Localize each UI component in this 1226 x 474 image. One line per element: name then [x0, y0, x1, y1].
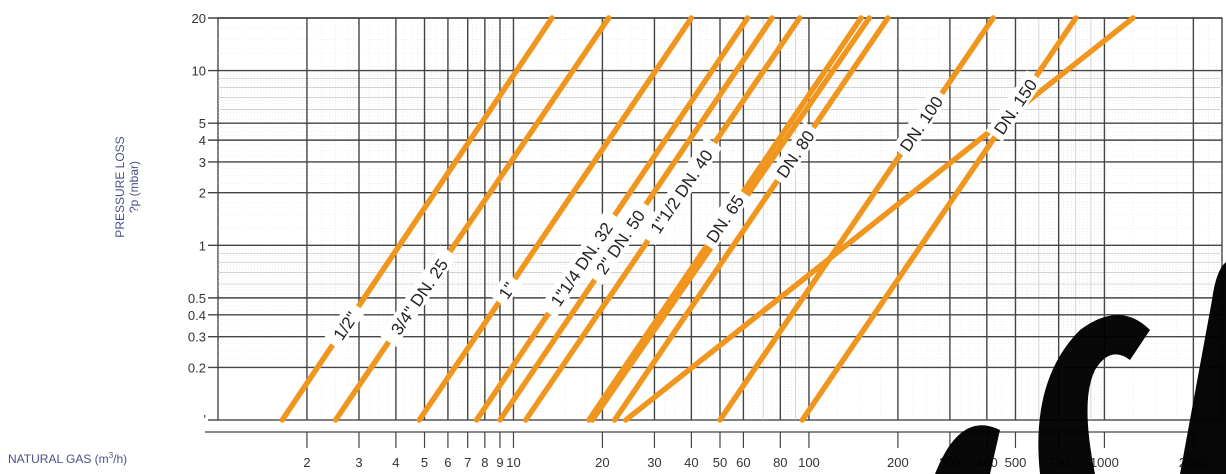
line-label-bg — [539, 209, 623, 319]
x-tick-label: 200 — [887, 455, 909, 470]
y-tick-label: 0.5 — [188, 291, 206, 306]
x-tick-label: 6 — [444, 455, 451, 470]
line-label-text: DN. 100 — [896, 93, 947, 155]
y-tick-label: 0.2 — [188, 360, 206, 375]
y-tick-label: 4 — [199, 133, 206, 148]
flow-line — [416, 15, 695, 423]
line-label-bg — [891, 87, 950, 159]
x-tick-label: 40 — [684, 455, 698, 470]
y-tick-label: 0.4 — [188, 308, 206, 323]
line-label-bg — [323, 300, 366, 350]
flow-line — [279, 15, 555, 423]
x-tick-label: 10 — [506, 455, 520, 470]
line-label-bg — [985, 70, 1044, 142]
y-tick-label: 10 — [192, 64, 206, 79]
x-tick-label: 20 — [595, 455, 609, 470]
y-tick-label: 5 — [199, 116, 206, 131]
y-tick-label: 2 — [199, 186, 206, 201]
line-label-bg — [639, 136, 723, 246]
y-bottom-tick-label: ' — [204, 412, 206, 427]
x-tick-label: 50 — [713, 455, 727, 470]
x-tick-label: 2 — [303, 455, 310, 470]
x-tick-label: 500 — [1005, 455, 1027, 470]
x-axis-title: NATURAL GAS (m3/h) — [8, 451, 127, 466]
flow-line — [332, 15, 612, 423]
y-tick-label: 1 — [199, 238, 206, 253]
x-tick-label: 60 — [736, 455, 750, 470]
line-label: 1" — [489, 272, 523, 308]
x-tick-label: 8 — [481, 455, 488, 470]
y-tick-label: 0.3 — [188, 330, 206, 345]
y-axis-title: PRESSURE LOSS — [113, 136, 127, 237]
x-tick-label: 80 — [773, 455, 787, 470]
flow-lines — [279, 15, 1136, 423]
x-axis-title-end: /h) — [113, 452, 127, 466]
x-axis-title-sup: 3 — [109, 451, 114, 460]
watermark-stroke — [1038, 315, 1150, 474]
line-label-bg — [585, 198, 654, 285]
x-tick-label: 3 — [355, 455, 362, 470]
x-tick-label: 7 — [464, 455, 471, 470]
flow-line — [611, 15, 891, 423]
line-label-bg — [697, 186, 751, 251]
line-label-bg — [379, 245, 458, 347]
y-tick-label: 3 — [199, 155, 206, 170]
line-label-bg — [768, 121, 821, 186]
flow-line — [717, 15, 996, 423]
x-axis-title-main: NATURAL GAS (m — [8, 452, 109, 466]
y-axis-subtitle: ?p (mbar) — [127, 161, 141, 213]
x-tick-label: 100 — [798, 455, 820, 470]
y-tick-label: 20 — [192, 11, 206, 26]
x-tick-label: 1000 — [1090, 455, 1119, 470]
x-tick-label: 30 — [647, 455, 661, 470]
watermark-stroke — [1180, 262, 1226, 474]
x-tick-label: 9 — [496, 455, 503, 470]
watermark-stroke — [935, 425, 1000, 474]
line-label: 1/2" — [323, 300, 366, 350]
x-tick-label: 5 — [421, 455, 428, 470]
flow-line — [623, 15, 1136, 423]
watermark — [935, 262, 1226, 474]
x-tick-label: 4 — [392, 455, 399, 470]
line-label-bg — [489, 272, 523, 308]
